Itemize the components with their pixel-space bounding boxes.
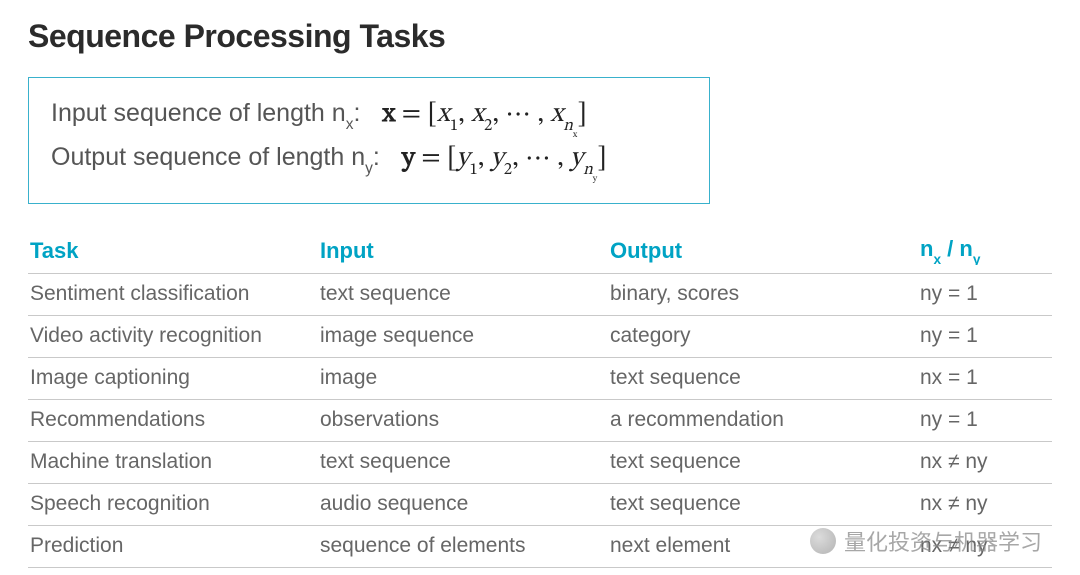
cell-input: observations bbox=[320, 408, 610, 432]
col-output: Output bbox=[610, 238, 920, 264]
table-row: Speech recognitionaudio sequencetext seq… bbox=[28, 484, 1052, 526]
definition-label: Input sequence of length nx: bbox=[51, 99, 360, 132]
cell-ratio: ny = 1 bbox=[920, 324, 1050, 348]
cell-input: audio sequence bbox=[320, 492, 610, 516]
col-input: Input bbox=[320, 238, 610, 264]
watermark-text: 量化投资与机器学习 bbox=[844, 525, 1042, 557]
cell-ratio: nx ≠ ny bbox=[920, 450, 1050, 474]
definition-equation: y = [y1, y2, ⋯ , yny] bbox=[402, 142, 607, 180]
definition-label: Output sequence of length ny: bbox=[51, 143, 380, 176]
cell-task: Sentiment classification bbox=[30, 282, 320, 306]
table-row: Video activity recognitionimage sequence… bbox=[28, 316, 1052, 358]
table-row: Recommendationsobservationsa recommendat… bbox=[28, 400, 1052, 442]
cell-output: binary, scores bbox=[610, 282, 920, 306]
cell-input: text sequence bbox=[320, 450, 610, 474]
page-title: Sequence Processing Tasks bbox=[28, 18, 1052, 55]
col-task: Task bbox=[30, 238, 320, 264]
cell-task: Video activity recognition bbox=[30, 324, 320, 348]
col-ratio: nx / ny bbox=[920, 236, 1050, 264]
cell-output: text sequence bbox=[610, 366, 920, 390]
tasks-table: Task Input Output nx / ny Sentiment clas… bbox=[28, 230, 1052, 567]
watermark: 量化投资与机器学习 bbox=[810, 525, 1042, 557]
cell-ratio: nx = 1 bbox=[920, 366, 1050, 390]
cell-task: Machine translation bbox=[30, 450, 320, 474]
cell-output: a recommendation bbox=[610, 408, 920, 432]
cell-task: Image captioning bbox=[30, 366, 320, 390]
cell-task: Recommendations bbox=[30, 408, 320, 432]
definition-row: Output sequence of length ny: y = [y1, y… bbox=[51, 142, 687, 180]
cell-ratio: ny = 1 bbox=[920, 408, 1050, 432]
definition-equation: x = [x1, x2, ⋯ , xnx] bbox=[382, 98, 586, 136]
table-row: Image captioningimagetext sequencenx = 1 bbox=[28, 358, 1052, 400]
cell-ratio: nx ≠ ny bbox=[920, 492, 1050, 516]
definitions-box: Input sequence of length nx: x = [x1, x2… bbox=[28, 77, 710, 204]
table-header-row: Task Input Output nx / ny bbox=[28, 230, 1052, 273]
cell-output: text sequence bbox=[610, 450, 920, 474]
wechat-avatar-icon bbox=[810, 528, 836, 554]
cell-input: text sequence bbox=[320, 282, 610, 306]
cell-output: category bbox=[610, 324, 920, 348]
cell-input: sequence of elements bbox=[320, 534, 610, 558]
cell-task: Prediction bbox=[30, 534, 320, 558]
table-row: Machine translationtext sequencetext seq… bbox=[28, 442, 1052, 484]
table-row: Sentiment classificationtext sequencebin… bbox=[28, 274, 1052, 316]
cell-input: image bbox=[320, 366, 610, 390]
cell-ratio: ny = 1 bbox=[920, 282, 1050, 306]
cell-output: text sequence bbox=[610, 492, 920, 516]
definition-row: Input sequence of length nx: x = [x1, x2… bbox=[51, 98, 687, 136]
cell-task: Speech recognition bbox=[30, 492, 320, 516]
cell-input: image sequence bbox=[320, 324, 610, 348]
